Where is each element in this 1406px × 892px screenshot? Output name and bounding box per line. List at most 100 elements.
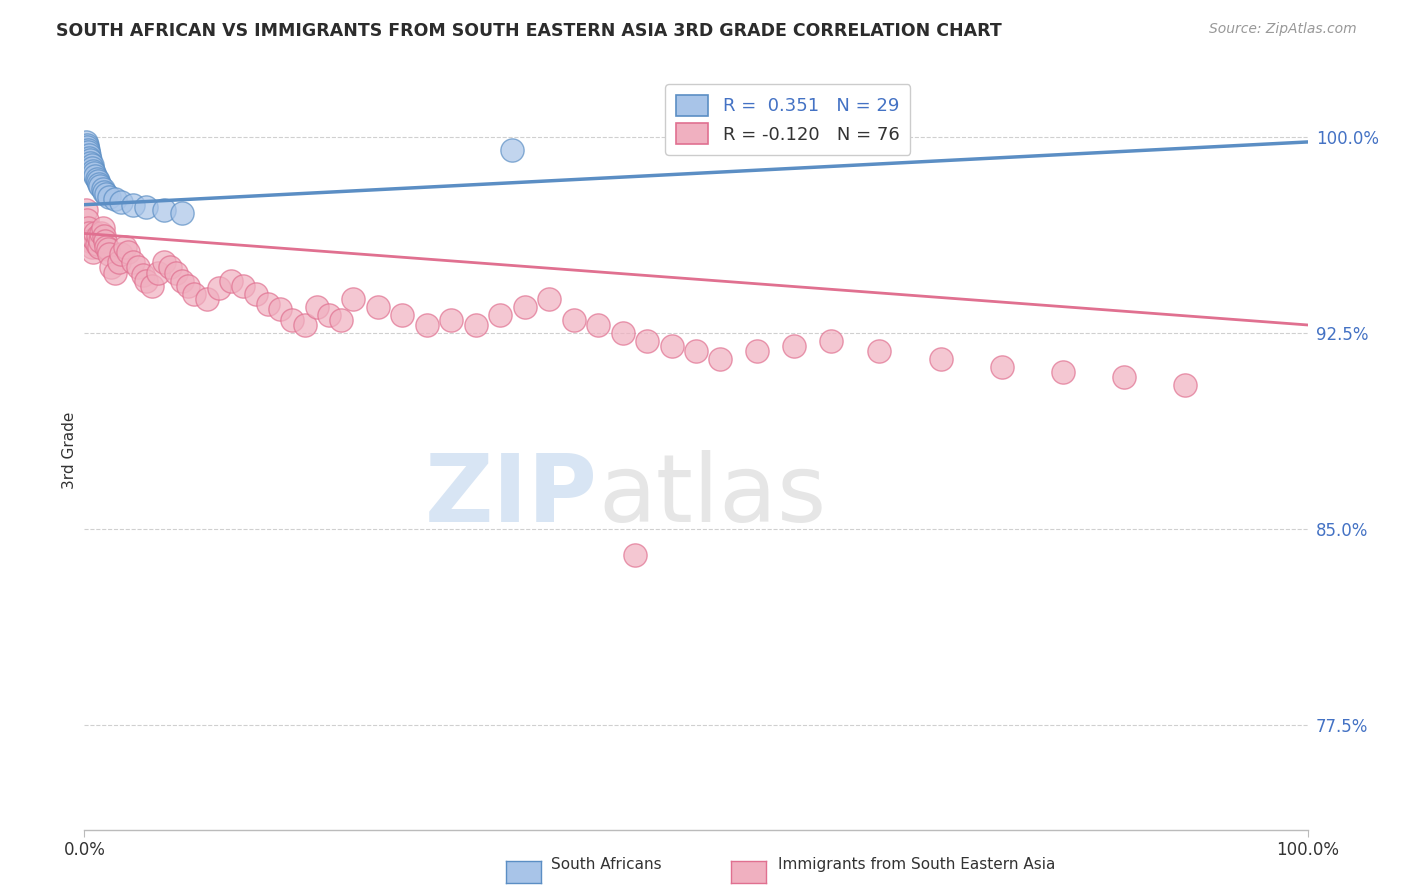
Point [82, 163, 104, 178]
Point [153, 202, 176, 217]
Point [141, 278, 163, 293]
Point [159, 260, 181, 275]
Point [97, 190, 120, 204]
Point [96, 239, 118, 253]
Point [820, 334, 842, 348]
Point [177, 278, 200, 293]
Point [661, 339, 683, 353]
Point [709, 351, 731, 366]
Point [87, 177, 110, 191]
Point [76, 213, 98, 227]
Point [318, 308, 340, 322]
Point [77, 151, 100, 165]
Point [97, 242, 120, 256]
Point [367, 300, 389, 314]
Point [87, 239, 110, 253]
Point [110, 247, 132, 261]
Point [87, 229, 110, 244]
Point [84, 227, 107, 241]
Point [89, 179, 111, 194]
Point [195, 292, 218, 306]
Point [86, 236, 108, 251]
Point [107, 255, 129, 269]
Point [77, 227, 100, 241]
Point [91, 182, 114, 196]
Point [76, 140, 98, 154]
Point [232, 278, 254, 293]
Point [929, 351, 952, 366]
Point [330, 312, 353, 326]
Point [636, 334, 658, 348]
Point [80, 161, 103, 175]
Point [135, 273, 157, 287]
Point [117, 244, 139, 259]
Text: South Africans: South Africans [551, 857, 662, 872]
Text: atlas: atlas [598, 450, 827, 542]
Point [172, 205, 194, 219]
Point [122, 197, 145, 211]
Point [77, 221, 100, 235]
Point [104, 193, 127, 207]
Y-axis label: 3rd Grade: 3rd Grade [62, 412, 77, 489]
Text: Immigrants from South Eastern Asia: Immigrants from South Eastern Asia [778, 857, 1054, 872]
Point [624, 548, 647, 562]
Point [747, 344, 769, 359]
Point [79, 156, 101, 170]
Point [76, 137, 98, 152]
Point [991, 359, 1014, 374]
Point [132, 268, 155, 283]
Point [440, 312, 463, 326]
Point [89, 235, 111, 249]
Point [87, 174, 110, 188]
Point [464, 318, 486, 332]
Point [257, 297, 280, 311]
Point [183, 286, 205, 301]
Point [305, 300, 328, 314]
Point [96, 187, 118, 202]
Point [165, 266, 187, 280]
Point [94, 235, 117, 249]
Point [100, 260, 122, 275]
Point [269, 302, 291, 317]
Legend: R =  0.351   N = 29, R = -0.120   N = 76: R = 0.351 N = 29, R = -0.120 N = 76 [665, 84, 911, 155]
Point [502, 143, 524, 157]
Point [127, 260, 149, 275]
Point [135, 200, 157, 214]
Point [80, 159, 103, 173]
Text: Source: ZipAtlas.com: Source: ZipAtlas.com [1209, 22, 1357, 37]
Point [114, 239, 136, 253]
Point [83, 232, 105, 246]
Point [513, 300, 536, 314]
Point [110, 195, 132, 210]
Point [79, 235, 101, 249]
Point [869, 344, 891, 359]
Point [342, 292, 364, 306]
Text: SOUTH AFRICAN VS IMMIGRANTS FROM SOUTH EASTERN ASIA 3RD GRADE CORRELATION CHART: SOUTH AFRICAN VS IMMIGRANTS FROM SOUTH E… [56, 22, 1002, 40]
Point [245, 286, 267, 301]
Point [489, 308, 512, 322]
Point [208, 281, 231, 295]
Point [172, 273, 194, 287]
Point [75, 135, 97, 149]
Point [93, 229, 115, 244]
Point [122, 255, 145, 269]
Point [612, 326, 634, 340]
Point [281, 312, 304, 326]
Point [1052, 365, 1074, 379]
Point [416, 318, 439, 332]
Point [80, 239, 103, 253]
Point [84, 169, 107, 183]
Point [391, 308, 413, 322]
Point [91, 221, 114, 235]
Point [562, 312, 585, 326]
Point [219, 273, 242, 287]
Point [294, 318, 316, 332]
Point [586, 318, 609, 332]
Point [83, 166, 105, 180]
Point [79, 153, 101, 168]
Point [538, 292, 561, 306]
Point [783, 339, 806, 353]
Point [146, 266, 169, 280]
Point [77, 143, 100, 157]
Point [1114, 370, 1136, 384]
